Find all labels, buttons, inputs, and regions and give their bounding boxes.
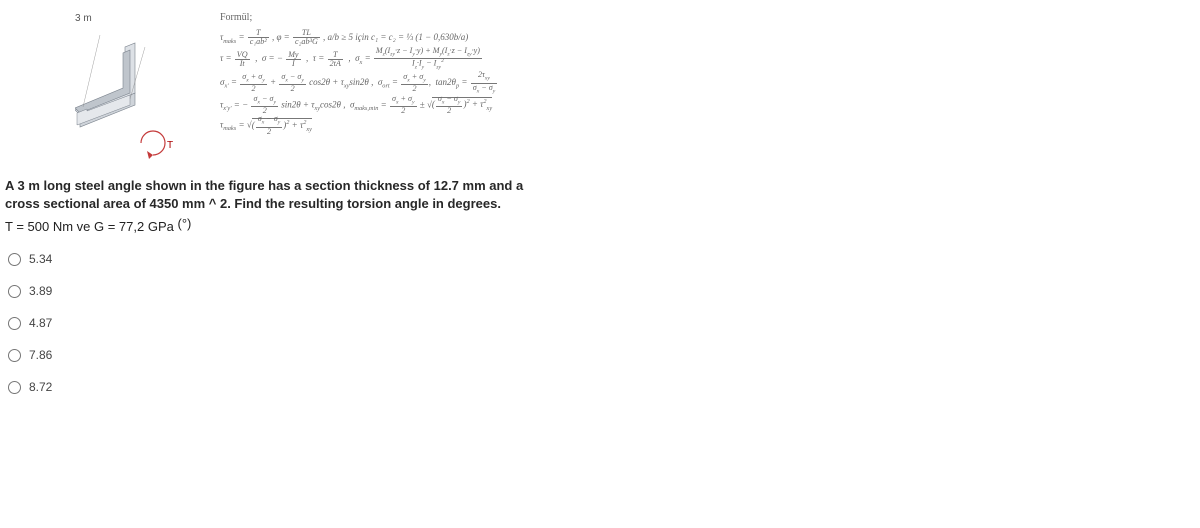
length-label: 3 m xyxy=(75,13,92,24)
option-label: 4.87 xyxy=(29,316,52,330)
angle-shape xyxy=(75,35,145,125)
option-label: 7.86 xyxy=(29,348,52,362)
option-label: 8.72 xyxy=(29,380,52,394)
option-radio[interactable] xyxy=(8,253,21,266)
option-radio[interactable] xyxy=(8,317,21,330)
formula-line-2: τ = VQIt , σ = − MyI , τ = T2tA , σx = M… xyxy=(220,47,498,71)
option-label: 3.89 xyxy=(29,284,52,298)
formula-header: Formül; xyxy=(220,9,498,27)
torque-label: T xyxy=(167,140,173,151)
top-section: 3 m T Formül; τmaks = Tc₁ab² xyxy=(0,0,1200,175)
option-label: 5.34 xyxy=(29,252,52,266)
formula-line-5: τmaks = √(σx − σy2)2 + τ2xy xyxy=(220,115,498,135)
option-radio[interactable] xyxy=(8,381,21,394)
question-text: A 3 m long steel angle shown in the figu… xyxy=(0,175,1200,242)
options-list: 5.34 3.89 4.87 7.86 8.72 xyxy=(0,242,1200,394)
option-radio[interactable] xyxy=(8,285,21,298)
option-radio[interactable] xyxy=(8,349,21,362)
question-line-2: cross sectional area of 4350 mm ^ 2. Fin… xyxy=(5,195,1185,213)
question-line-1: A 3 m long steel angle shown in the figu… xyxy=(5,177,1185,195)
formula-block: Formül; τmaks = Tc₁ab² , φ = TLc₂ab³G , … xyxy=(195,5,498,136)
option-row[interactable]: 5.34 xyxy=(8,252,1200,266)
option-row[interactable]: 7.86 xyxy=(8,348,1200,362)
formula-line-4: τx'y' = − σx − σy2 sin2θ + τxycos2θ , σm… xyxy=(220,95,498,115)
formula-line-3: σx' = σx + σy2 + σx − σy2 cos2θ + τxysin… xyxy=(220,71,498,95)
formula-line-1: τmaks = Tc₁ab² , φ = TLc₂ab³G , a/b ≥ 5 … xyxy=(220,29,498,47)
option-row[interactable]: 4.87 xyxy=(8,316,1200,330)
question-equation: T = 500 Nm ve G = 77,2 GPa (°) xyxy=(5,216,1185,234)
figure-diagram: 3 m T xyxy=(15,5,195,165)
option-row[interactable]: 3.89 xyxy=(8,284,1200,298)
option-row[interactable]: 8.72 xyxy=(8,380,1200,394)
